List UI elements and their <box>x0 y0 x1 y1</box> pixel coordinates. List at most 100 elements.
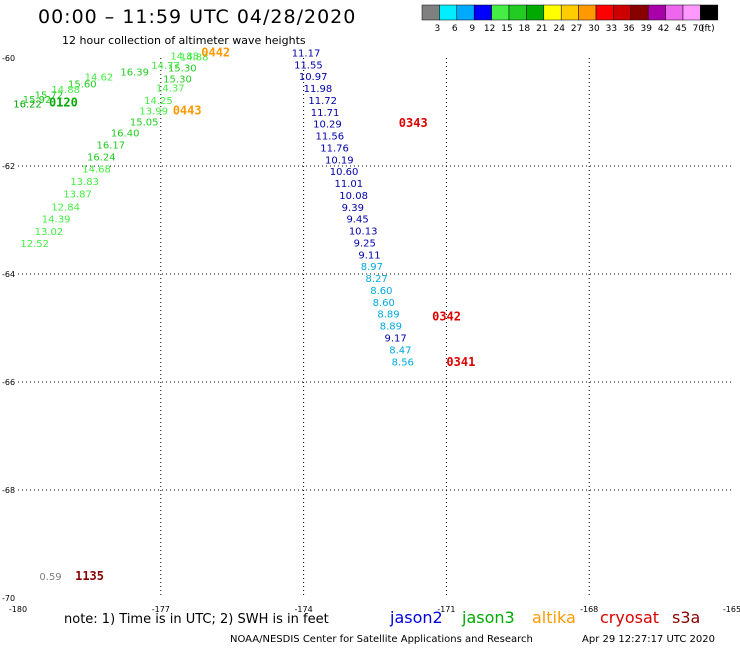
swh-label: 16.24 <box>87 153 116 164</box>
swh-label: 10.08 <box>339 191 368 202</box>
swh-label: 11.72 <box>308 96 337 107</box>
chart-marks: 14.8814.8815.3014.7715.3016.3914.6215.60… <box>13 45 475 583</box>
time-label: 0443 <box>173 104 202 118</box>
x-tick-label: -180 <box>9 605 27 614</box>
swh-label: 9.39 <box>342 203 364 214</box>
swh-label: 14.88 <box>180 53 209 64</box>
swh-label: 14.37 <box>156 83 185 94</box>
axis-ticks: -180 -177 -174 -171 -168 -165 -60 -62 -64 -66 -68 -… <box>2 54 740 614</box>
x-tick-label: -177 <box>152 605 170 614</box>
swh-label: 8.97 <box>361 262 383 273</box>
x-tick-label: -174 <box>295 605 313 614</box>
y-tick-label: -62 <box>2 162 15 171</box>
swh-label: 15.60 <box>68 80 97 91</box>
swh-label: 15.92 <box>23 95 52 106</box>
swh-label: 10.13 <box>349 227 378 238</box>
colorbar-label: 9 <box>469 24 475 34</box>
colorbar-legend: 3 6 9 12 15 18 21 24 27 30 33 36 39 42 45 70(ft) <box>421 4 719 34</box>
chart-grid <box>18 58 732 598</box>
colorbar-label: 18 <box>519 24 531 34</box>
x-tick-label: -168 <box>580 605 598 614</box>
swh-label: 14.77 <box>151 61 180 72</box>
colorbar-label: 42 <box>658 24 669 34</box>
swh-label: 8.89 <box>377 310 399 321</box>
swh-label: 8.89 <box>380 322 402 333</box>
footer-credit: NOAA/NESDIS Center for Satellite Applica… <box>230 634 533 645</box>
swh-label: 9.17 <box>385 334 407 345</box>
colorbar-label: 45 <box>675 24 686 34</box>
swh-label: 15.05 <box>130 118 159 129</box>
swh-label: 13.99 <box>139 107 168 118</box>
swh-label: 9.11 <box>358 250 380 261</box>
x-tick-label: -171 <box>437 605 455 614</box>
legend-item-cryosat: cryosat <box>600 608 660 627</box>
colorbar-swatch <box>700 4 719 21</box>
legend-item-jason3: jason3 <box>462 608 515 627</box>
legend-item-altika: altika <box>532 608 576 627</box>
swh-label: 15.30 <box>168 64 197 75</box>
y-tick-label: -70 <box>2 594 15 603</box>
swh-label: 16.39 <box>120 67 149 78</box>
swh-label: 11.56 <box>316 132 345 143</box>
swh-label: 11.17 <box>292 48 321 59</box>
time-label: 0342 <box>432 309 461 323</box>
y-tick-label: -64 <box>2 270 15 279</box>
swh-label: 11.01 <box>335 179 364 190</box>
colorbar-label: 39 <box>640 24 652 34</box>
colorbar-label: 36 <box>623 24 635 34</box>
altimeter-chart: -180 -177 -174 -171 -168 -165 -60 -62 -64 -66 -68 -… <box>2 45 740 614</box>
swh-label: 15.30 <box>163 74 192 85</box>
swh-label: 12.52 <box>20 239 49 250</box>
swh-label: 16.40 <box>111 128 140 139</box>
colorbar-label: 15 <box>501 24 512 34</box>
swh-label: 10.97 <box>299 72 328 83</box>
swh-label: 16.22 <box>13 100 42 111</box>
swh-label: 8.56 <box>392 357 414 368</box>
swh-label: 14.62 <box>85 73 114 84</box>
swh-label: 14.39 <box>42 215 71 226</box>
colorbar-label: 30 <box>588 24 600 34</box>
colorbar-label: 33 <box>606 24 617 34</box>
swh-label: 11.55 <box>294 60 323 71</box>
swh-label: 9.45 <box>346 215 368 226</box>
swh-label: 15.72 <box>35 91 64 102</box>
swh-label: 14.25 <box>144 96 173 107</box>
swh-label: 14.68 <box>82 164 111 175</box>
swh-label: 13.83 <box>70 177 99 188</box>
time-label: 0120 <box>49 96 78 110</box>
time-label: 0343 <box>399 116 428 130</box>
colorbar-label: 21 <box>536 24 547 34</box>
y-tick-label: -68 <box>2 486 15 495</box>
swh-label: 13.87 <box>63 189 92 200</box>
colorbar-label: 12 <box>484 24 495 34</box>
colorbar-label: 27 <box>571 24 582 34</box>
colorbar-label: 70 <box>693 24 705 34</box>
colorbar-label: 6 <box>452 24 458 34</box>
swh-label: 14.88 <box>51 85 80 96</box>
page-title: 00:00 – 11:59 UTC 04/28/2020 <box>38 6 357 28</box>
colorbar-label: 24 <box>553 24 565 34</box>
swh-label: 12.84 <box>51 202 80 213</box>
page-subtitle: 12 hour collection of altimeter wave hei… <box>62 34 306 47</box>
swh-label: 11.71 <box>311 108 340 119</box>
legend-item-s3a: s3a <box>672 608 701 627</box>
colorbar-label: 3 <box>435 24 441 34</box>
swh-label: 0.59 <box>39 572 61 583</box>
swh-label: 16.17 <box>97 141 126 152</box>
swh-label: 8.60 <box>373 298 395 309</box>
swh-label: 10.19 <box>325 155 354 166</box>
swh-label: 10.29 <box>313 120 342 131</box>
swh-label: 8.60 <box>370 286 392 297</box>
swh-label: 9.25 <box>354 238 376 249</box>
colorbar-label: (ft) <box>701 24 715 34</box>
swh-label: 8.27 <box>365 274 387 285</box>
swh-label: 11.98 <box>304 84 333 95</box>
time-label: 1135 <box>75 569 104 583</box>
swh-label: 8.47 <box>389 345 411 356</box>
swh-label: 14.88 <box>170 52 199 63</box>
swh-label: 10.60 <box>330 167 359 178</box>
time-label: 0341 <box>446 355 475 369</box>
footer-timestamp: Apr 29 12:27:17 UTC 2020 <box>582 634 715 645</box>
legend-item-jason2: jason2 <box>390 608 443 627</box>
swh-label: 11.76 <box>320 143 349 154</box>
